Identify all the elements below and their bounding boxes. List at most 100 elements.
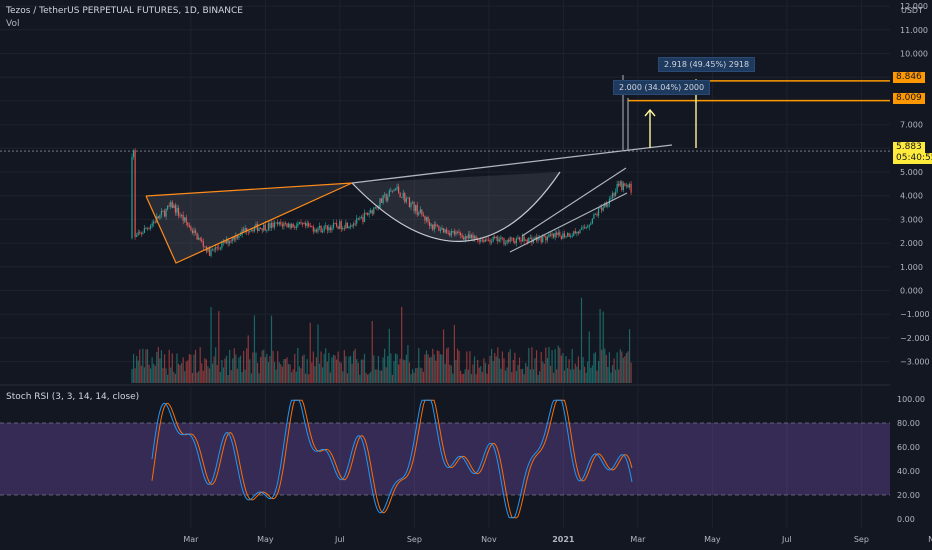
candle-body	[464, 236, 466, 240]
volume-bar	[399, 358, 401, 383]
volume-bar	[207, 366, 209, 383]
volume-bar	[374, 369, 376, 383]
candle-body	[137, 232, 139, 236]
candle-body	[401, 197, 403, 199]
volume-bar	[303, 354, 305, 383]
candle-body	[577, 231, 579, 234]
candle-body	[480, 239, 482, 242]
volume-bar	[551, 350, 553, 383]
volume-bar	[568, 359, 570, 383]
candle-body	[442, 228, 445, 233]
candle-body	[514, 241, 516, 244]
candle-body	[348, 226, 350, 229]
candle-body	[225, 238, 228, 244]
rsi-tick-label: 60.00	[897, 443, 920, 452]
rsi-k-line	[151, 399, 633, 519]
candle-body	[300, 222, 302, 224]
time-axis[interactable]: Mar May Jul Sep Nov 2021 Mar May Jul Sep Nov	[183, 535, 932, 544]
volume-bar	[314, 366, 316, 383]
volume-bar	[177, 363, 180, 383]
candle-body	[229, 240, 231, 244]
candle-body	[554, 232, 556, 238]
measure-annotation-upper[interactable]: 2.918 (49.45%) 2918	[658, 57, 756, 72]
candle-body	[212, 249, 214, 251]
volume-bar	[233, 348, 235, 383]
candle-body	[151, 223, 153, 226]
candle-body	[146, 228, 149, 230]
candle-body	[177, 207, 180, 216]
rsi-tick-label: 40.00	[897, 467, 920, 476]
volume-bar	[236, 368, 238, 383]
candle-body	[162, 211, 164, 212]
volume-bar	[408, 362, 411, 383]
volume-bar	[298, 366, 300, 383]
candle-body	[379, 198, 381, 208]
volume-bar	[269, 356, 271, 383]
candle-body	[235, 235, 237, 240]
volume-bar	[331, 357, 333, 383]
volume-bar	[167, 374, 169, 383]
candle-body	[597, 208, 600, 216]
candle-body	[394, 188, 397, 191]
pattern-drawings	[145, 75, 890, 264]
candle-body	[621, 181, 623, 191]
volume-bar	[384, 348, 386, 383]
volume-bar	[263, 349, 265, 383]
volume-bar	[376, 369, 378, 383]
volume-bar	[522, 368, 524, 383]
volume-bar	[168, 349, 170, 383]
volume-bar	[560, 355, 562, 383]
volume-bar	[559, 347, 561, 383]
volume-bar	[621, 351, 623, 383]
candle-body	[167, 205, 169, 209]
volume-bar	[461, 374, 463, 383]
candle-body	[596, 214, 598, 216]
candle-body	[387, 196, 389, 201]
candle-body	[487, 239, 490, 241]
volume-bar	[208, 368, 211, 383]
candle-body	[616, 183, 618, 192]
volume-bar	[439, 354, 442, 383]
volume-bar	[570, 369, 572, 383]
candle-body	[382, 195, 384, 203]
candle-body	[322, 230, 324, 233]
candle-body	[179, 215, 181, 217]
price-tick-label: −2.000	[900, 334, 930, 343]
candle-body	[233, 236, 235, 240]
volume-bar	[480, 366, 482, 383]
target-arrow-head	[644, 108, 656, 117]
volume-bar	[131, 369, 133, 383]
rsi-axis[interactable]: 100.00 80.00 60.00 40.00 20.00 0.00	[897, 395, 925, 524]
candle-body	[450, 231, 452, 236]
time-tick-label: May	[704, 535, 721, 544]
candle-body	[467, 234, 469, 239]
volume-bar	[548, 347, 550, 383]
candle-body	[430, 224, 432, 227]
candle-body	[298, 222, 300, 224]
candle-body	[188, 225, 190, 227]
volume-bar	[619, 349, 621, 383]
volume-bar	[611, 365, 614, 383]
candle-body	[452, 231, 454, 232]
volume-bar	[557, 345, 559, 383]
price-label-current: 5.883	[893, 142, 925, 153]
price-axis[interactable]: 12.00011.00010.0009.0008.0007.0006.0005.…	[900, 2, 930, 367]
candle-body	[270, 222, 273, 228]
volume-bar	[429, 357, 431, 383]
volume-bar	[453, 324, 455, 383]
volume-bar	[512, 359, 514, 383]
volume-bar	[624, 356, 626, 383]
volume-bar	[470, 373, 473, 383]
candle-body	[611, 193, 614, 198]
volume-bar	[627, 351, 629, 383]
candle-body	[404, 193, 406, 203]
candle-body	[556, 232, 558, 235]
measure-annotation-lower[interactable]: 2.000 (34.04%) 2000	[613, 80, 711, 95]
volume-bar	[591, 365, 593, 383]
candle-body	[453, 231, 455, 235]
candle-body	[256, 223, 259, 232]
price-label-target-high: 8.846	[893, 72, 925, 83]
candle-body	[602, 207, 604, 211]
candle-body	[422, 214, 424, 216]
